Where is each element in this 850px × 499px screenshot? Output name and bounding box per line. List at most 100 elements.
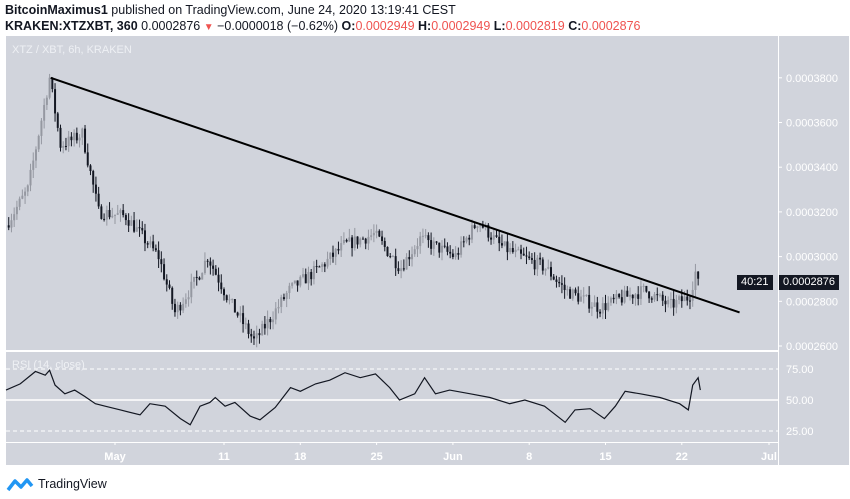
author[interactable]: BitcoinMaximus1 bbox=[5, 3, 108, 17]
candle-body bbox=[601, 303, 604, 314]
candle-body bbox=[577, 293, 580, 302]
candle-body bbox=[282, 297, 285, 300]
candle-body bbox=[168, 284, 171, 288]
candle-body bbox=[122, 210, 125, 216]
candle-body bbox=[525, 255, 528, 257]
publish-text: published on TradingView.com, June 24, 2… bbox=[111, 3, 456, 17]
candle-body bbox=[645, 285, 648, 292]
candle-body bbox=[623, 290, 626, 303]
candle-body bbox=[263, 323, 266, 329]
candle-body bbox=[56, 113, 59, 128]
candle-body bbox=[609, 297, 612, 303]
candle-body bbox=[367, 236, 370, 244]
candle-body bbox=[13, 214, 16, 221]
open-label: O: bbox=[341, 19, 356, 33]
candle-body bbox=[550, 267, 552, 277]
candle-body bbox=[340, 243, 343, 251]
candle-body bbox=[334, 248, 337, 257]
candle-body bbox=[212, 265, 215, 269]
candle-body bbox=[514, 249, 517, 253]
candle-body bbox=[391, 256, 394, 258]
candle-body bbox=[310, 271, 313, 280]
candle-body bbox=[476, 226, 479, 228]
candle-body bbox=[680, 296, 683, 302]
candle-body bbox=[193, 276, 196, 282]
candle-body bbox=[29, 169, 32, 186]
candle-body bbox=[195, 276, 198, 278]
candle-body bbox=[416, 246, 419, 250]
bar-countdown: 40:21 bbox=[737, 275, 773, 290]
candle-body bbox=[242, 313, 245, 325]
candle-body bbox=[571, 289, 574, 299]
candle-body bbox=[258, 333, 261, 336]
candle-body bbox=[223, 289, 225, 296]
brand-name: TradingView bbox=[38, 477, 107, 491]
price-tick-label: 0.0002600 bbox=[786, 341, 838, 353]
time-tick-label: 25 bbox=[370, 451, 382, 463]
candle-body bbox=[231, 299, 234, 301]
candle-body bbox=[372, 232, 375, 236]
candle-body bbox=[465, 237, 468, 242]
candle-body bbox=[661, 294, 664, 301]
time-axis[interactable] bbox=[6, 443, 778, 465]
candle-body bbox=[312, 266, 315, 280]
candle-body bbox=[114, 214, 116, 216]
candle-body bbox=[683, 296, 686, 302]
candle-body bbox=[574, 289, 577, 294]
candle-body bbox=[579, 296, 582, 302]
price-pane[interactable] bbox=[6, 36, 778, 350]
candle-body bbox=[364, 238, 367, 244]
candle-body bbox=[637, 294, 640, 299]
candle-body bbox=[479, 224, 482, 227]
candle-body bbox=[620, 297, 623, 303]
candle-body bbox=[326, 258, 329, 267]
candle-body bbox=[209, 261, 212, 266]
candle-body bbox=[81, 128, 84, 138]
candle-body bbox=[214, 268, 217, 275]
candle-body bbox=[179, 304, 182, 311]
candle-body bbox=[307, 271, 310, 284]
candle-body bbox=[533, 259, 536, 270]
candle-body bbox=[244, 323, 247, 325]
trendline[interactable] bbox=[50, 76, 740, 314]
rsi-pane[interactable] bbox=[6, 352, 778, 442]
candle-body bbox=[569, 289, 572, 299]
candle-body bbox=[163, 264, 166, 280]
candle-body bbox=[593, 302, 596, 307]
candle-body bbox=[15, 206, 18, 215]
candle-body bbox=[547, 267, 550, 269]
candle-body bbox=[381, 236, 384, 241]
candle-body bbox=[48, 77, 51, 98]
candle-body bbox=[70, 136, 73, 141]
candle-body bbox=[397, 268, 400, 272]
candle-body bbox=[266, 319, 269, 329]
candle-body bbox=[124, 215, 127, 221]
tradingview-logo[interactable]: TradingView bbox=[6, 476, 107, 492]
candle-body bbox=[446, 246, 449, 252]
price-axis[interactable] bbox=[779, 36, 849, 465]
candle-body bbox=[394, 256, 397, 269]
candle-body bbox=[141, 227, 144, 231]
candle-body bbox=[261, 323, 264, 336]
candle-body bbox=[375, 230, 378, 233]
candle-body bbox=[103, 218, 106, 220]
candle-body bbox=[451, 253, 454, 258]
candle-body bbox=[353, 236, 356, 249]
candle-body bbox=[255, 333, 258, 339]
candle-body bbox=[498, 236, 501, 244]
rsi-label: RSI (14, close) bbox=[12, 359, 85, 371]
candle-body bbox=[133, 220, 136, 232]
candle-body bbox=[500, 243, 503, 246]
candle-body bbox=[539, 257, 542, 260]
candle-body bbox=[84, 128, 87, 153]
candle-body bbox=[544, 268, 547, 271]
candle-body bbox=[201, 273, 204, 280]
candle-body bbox=[694, 271, 697, 290]
chart-canvas[interactable]: 0.0003800 0.0003600 0.0003400 0.0003200 0.00… bbox=[0, 36, 850, 468]
candle-body bbox=[89, 165, 92, 172]
candle-body bbox=[629, 294, 632, 297]
candle-body bbox=[176, 304, 179, 313]
candle-body bbox=[400, 268, 403, 272]
candle-body bbox=[105, 210, 108, 220]
candle-body bbox=[285, 292, 288, 300]
